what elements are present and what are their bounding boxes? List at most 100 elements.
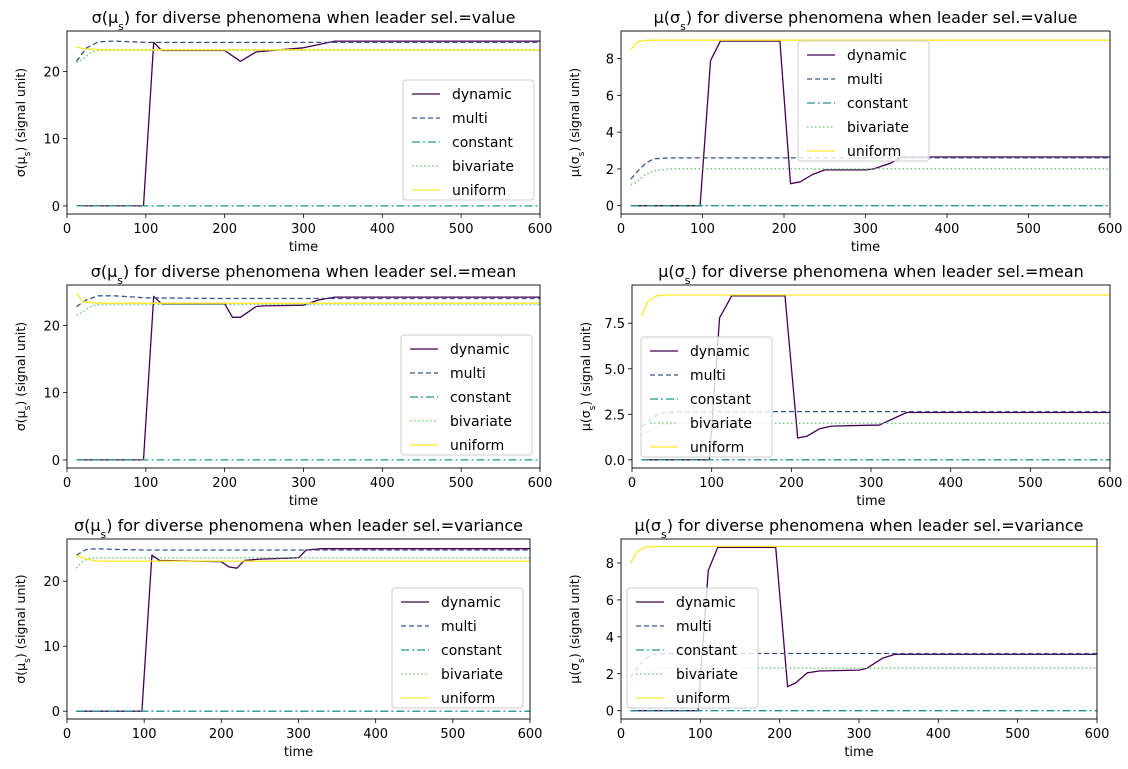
y-tick-label: 2.5	[604, 408, 625, 423]
y-tick-label: 5.0	[604, 363, 625, 378]
y-tick-label: 8	[606, 557, 614, 572]
series-line-dynamic	[76, 40, 540, 207]
y-axis-label: μ(σs) (signal unit)	[567, 574, 587, 683]
series-line-uniform	[76, 554, 530, 562]
x-tick-label: 200	[212, 476, 237, 491]
legend-label-multi: multi	[847, 72, 883, 88]
series-line-uniform	[629, 545, 1097, 564]
y-tick-label: 0	[52, 200, 60, 215]
legend-label-dynamic: dynamic	[676, 595, 736, 611]
legend-box	[797, 40, 930, 162]
series-line-dynamic	[76, 548, 530, 712]
legend: dynamic multi constant bivariate uniform	[400, 334, 533, 456]
legend-label-multi: multi	[676, 619, 712, 635]
axes-frame	[66, 30, 541, 215]
axes-frame	[620, 538, 1098, 720]
legend-label-bivariate: bivariate	[676, 667, 738, 683]
x-axis-label: time	[856, 494, 885, 509]
legend-label-uniform: uniform	[452, 183, 506, 199]
x-tick-label: 600	[1098, 476, 1123, 491]
subplot-title: σ(μs) for diverse phenomena when leader …	[91, 262, 517, 287]
x-tick-label: 200	[779, 476, 804, 491]
series-group	[75, 548, 530, 712]
x-tick-label: 100	[699, 476, 724, 491]
x-tick-label: 0	[63, 727, 71, 742]
legend: dynamic multi constant bivariate uniform	[626, 587, 759, 709]
x-tick-label: 0	[617, 222, 625, 237]
y-axis-label: μ(σs) (signal unit)	[567, 68, 587, 177]
series-line-bivariate	[75, 557, 530, 569]
x-tick-label: 200	[209, 727, 234, 742]
subplot-1: σ(μs) for diverse phenomena when leader …	[13, 8, 552, 255]
legend: dynamic multi constant bivariate uniform	[402, 79, 535, 201]
x-tick-label: 400	[363, 727, 388, 742]
x-tick-label: 500	[440, 727, 465, 742]
x-tick-label: 500	[1016, 222, 1041, 237]
legend-label-constant: constant	[690, 392, 751, 408]
x-tick-label: 500	[1018, 476, 1043, 491]
series-group	[75, 40, 540, 207]
series-group	[630, 39, 1110, 207]
y-tick-label: 20	[43, 65, 60, 80]
x-tick-label: 300	[859, 476, 884, 491]
axes-frame	[66, 284, 541, 469]
x-tick-label: 400	[938, 476, 963, 491]
x-tick-label: 600	[528, 476, 553, 491]
subplot-6: μ(σs) for diverse phenomena when leader …	[567, 516, 1109, 760]
axes-frame	[620, 30, 1111, 215]
legend-box	[391, 587, 524, 709]
x-tick-label: 0	[617, 727, 625, 742]
legend: dynamic multi constant bivariate uniform	[640, 336, 773, 458]
legend-label-constant: constant	[441, 643, 502, 659]
y-tick-label: 0	[52, 705, 60, 720]
series-line-bivariate	[76, 303, 540, 316]
legend-label-bivariate: bivariate	[690, 416, 752, 432]
axes-frame	[66, 538, 531, 720]
legend-label-dynamic: dynamic	[441, 595, 501, 611]
legend-box	[402, 79, 535, 201]
x-axis-label: time	[851, 240, 880, 255]
x-tick-label: 400	[926, 727, 951, 742]
x-tick-label: 100	[690, 222, 715, 237]
legend-label-uniform: uniform	[676, 691, 730, 707]
x-axis-label: time	[844, 745, 873, 760]
x-tick-label: 0	[63, 476, 71, 491]
x-tick-label: 0	[628, 476, 636, 491]
x-tick-label: 500	[449, 476, 474, 491]
series-line-uniform	[641, 294, 1110, 317]
x-axis-label: time	[289, 494, 318, 509]
x-tick-label: 100	[133, 476, 158, 491]
x-tick-label: 300	[847, 727, 872, 742]
subplot-title: μ(σs) for diverse phenomena when leader …	[634, 516, 1083, 541]
series-line-bivariate	[76, 49, 540, 64]
subplot-title: μ(σs) for diverse phenomena when leader …	[654, 8, 1078, 33]
x-tick-label: 200	[767, 727, 792, 742]
legend-label-bivariate: bivariate	[847, 120, 909, 136]
legend-label-bivariate: bivariate	[450, 414, 512, 430]
x-tick-label: 400	[935, 222, 960, 237]
x-tick-label: 100	[133, 222, 158, 237]
axes-frame	[631, 284, 1111, 469]
y-tick-label: 0	[606, 705, 614, 720]
legend-label-multi: multi	[452, 111, 488, 127]
x-axis-label: time	[284, 745, 313, 760]
subplot-title: σ(μs) for diverse phenomena when leader …	[74, 516, 523, 541]
y-axis-label: σ(μs) (signal unit)	[13, 68, 33, 177]
x-tick-label: 600	[518, 727, 543, 742]
y-tick-label: 10	[43, 387, 60, 402]
x-tick-label: 500	[1005, 727, 1030, 742]
x-axis-label: time	[289, 240, 318, 255]
subplot-5: σ(μs) for diverse phenomena when leader …	[13, 516, 542, 760]
series-line-uniform	[75, 292, 540, 304]
subplot-2: μ(σs) for diverse phenomena when leader …	[567, 8, 1122, 255]
legend-label-uniform: uniform	[847, 144, 901, 160]
series-line-dynamic	[76, 295, 540, 461]
legend: dynamic multi constant bivariate uniform	[391, 587, 524, 709]
series-line-dynamic	[641, 295, 1110, 461]
y-tick-label: 2	[606, 668, 614, 683]
y-tick-label: 10	[43, 640, 60, 655]
series-line-dynamic	[630, 546, 1097, 712]
y-tick-label: 0.0	[604, 454, 625, 469]
legend-label-uniform: uniform	[441, 691, 495, 707]
